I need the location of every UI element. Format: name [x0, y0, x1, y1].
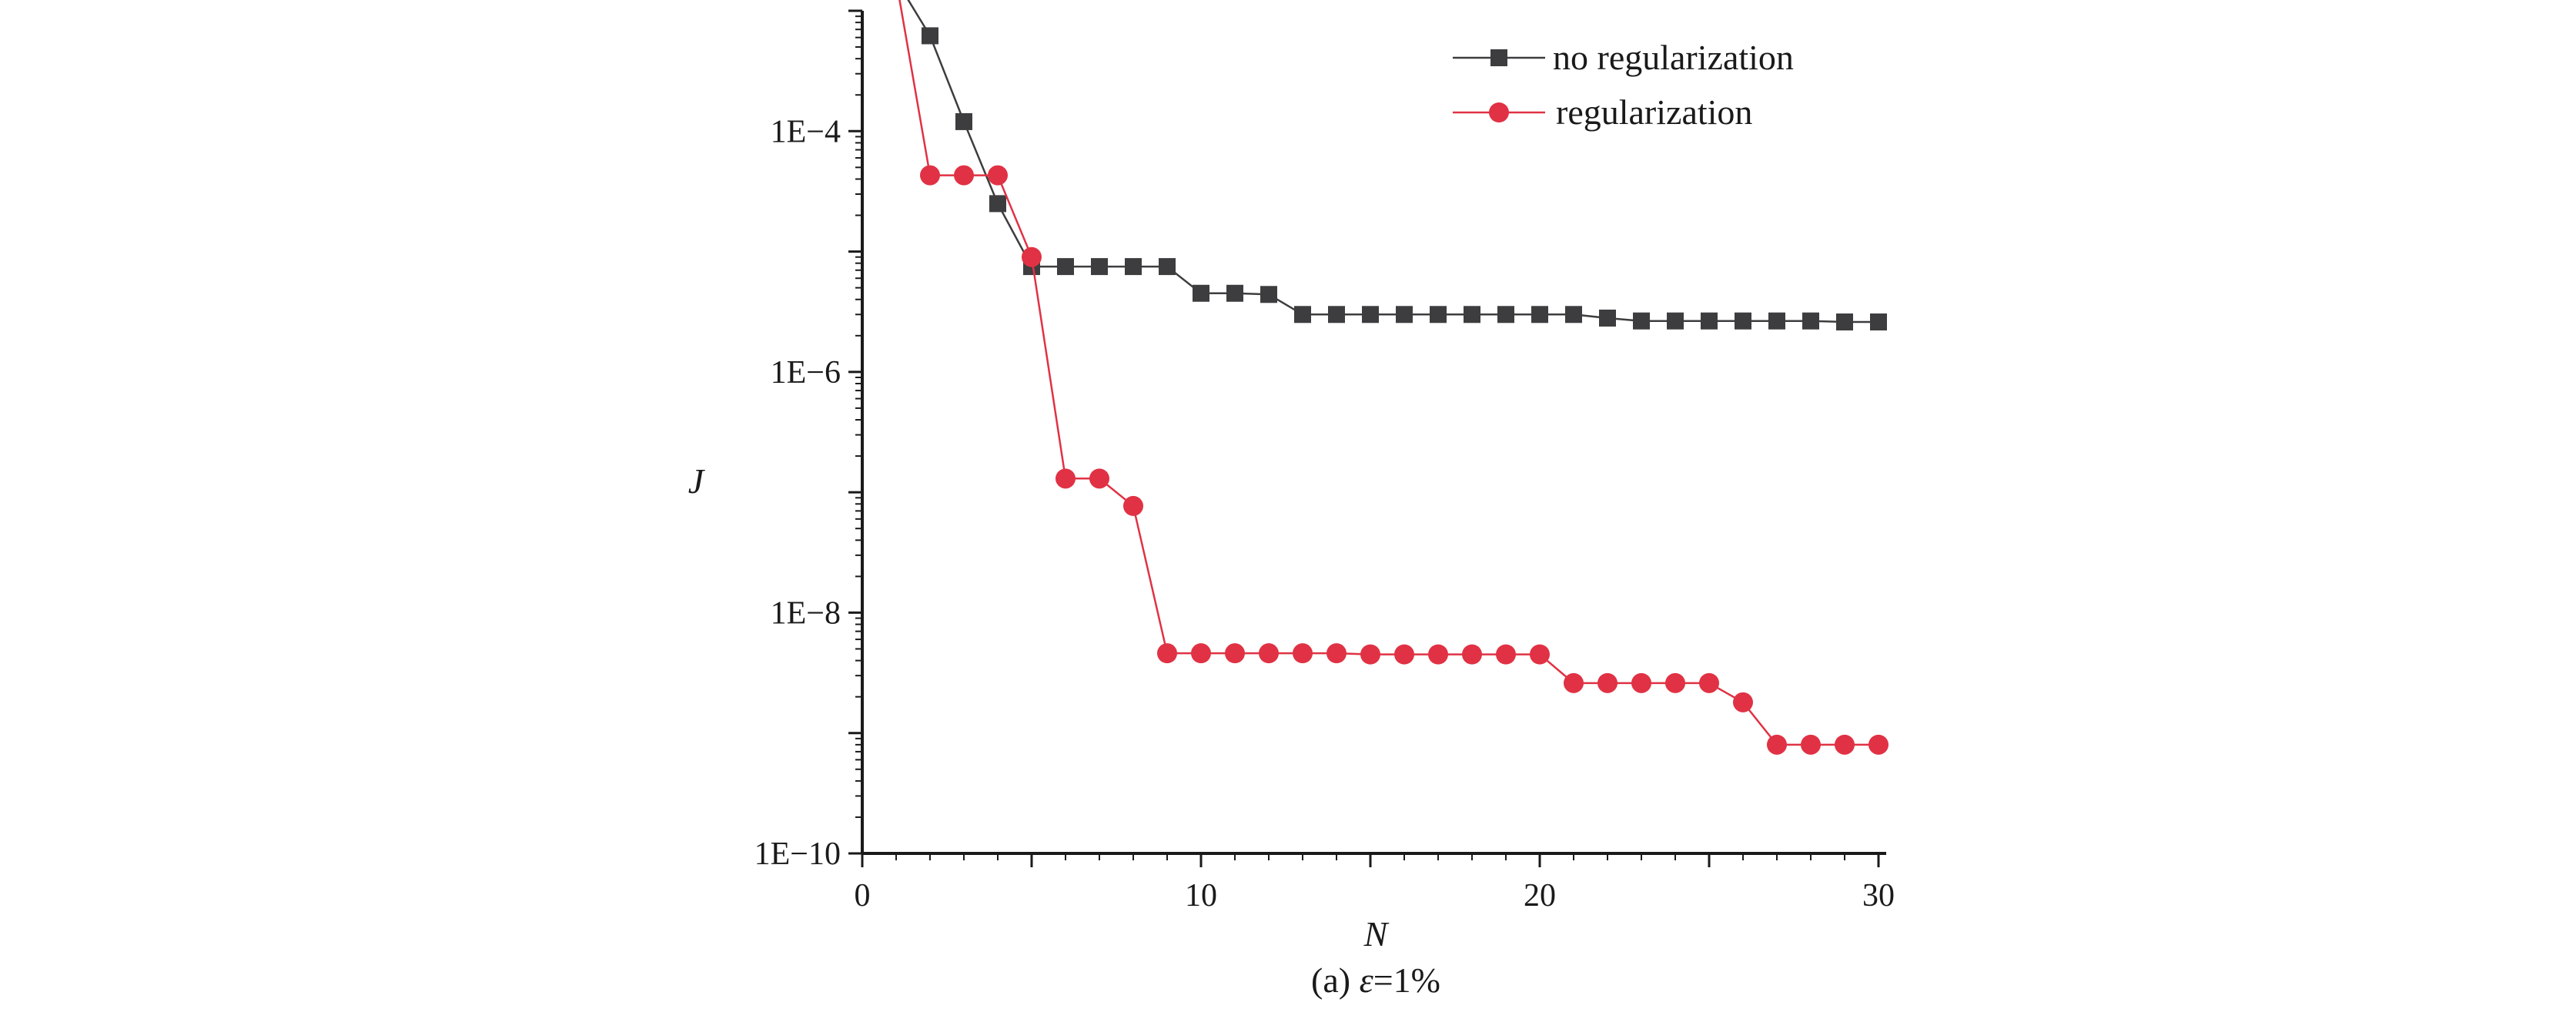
caption-symbol: ε	[1360, 960, 1374, 1000]
data-point-square	[1599, 309, 1616, 327]
data-point-square	[1260, 286, 1277, 303]
data-point-circle	[1767, 734, 1787, 755]
data-point-circle	[1733, 692, 1753, 712]
data-point-circle	[1665, 672, 1685, 693]
data-point-circle	[988, 165, 1008, 186]
series-circle	[898, 0, 1889, 755]
data-point-square	[1396, 306, 1413, 323]
legend-label: regularization	[1556, 92, 1752, 132]
y-axis-title: J	[688, 461, 706, 501]
data-point-circle	[1360, 644, 1380, 665]
data-point-circle	[1564, 672, 1584, 693]
data-point-square	[1430, 306, 1447, 323]
data-point-circle	[1022, 246, 1042, 267]
data-point-circle	[1699, 672, 1719, 693]
x-tick-label: 0	[855, 878, 871, 913]
data-point-circle	[1428, 644, 1448, 665]
caption-suffix: =1%	[1373, 960, 1440, 1000]
data-point-square	[1836, 313, 1853, 331]
series-square	[907, 0, 1887, 331]
data-point-circle	[1293, 643, 1313, 664]
caption-prefix: (a)	[1311, 960, 1360, 1000]
figure-caption: (a) ε=1%	[1311, 960, 1440, 1000]
data-point-circle	[1462, 644, 1482, 665]
data-point-circle	[1259, 643, 1279, 664]
data-point-square	[1159, 258, 1176, 276]
data-point-circle	[954, 165, 974, 186]
data-point-circle	[1157, 643, 1177, 664]
data-point-square	[1193, 284, 1209, 302]
x-tick-label: 20	[1524, 878, 1556, 913]
data-point-circle	[1631, 672, 1651, 693]
data-point-circle	[920, 165, 940, 186]
x-tick-label: 10	[1185, 878, 1217, 913]
y-tick-label: 1E−10	[754, 836, 841, 872]
data-point-square	[1870, 313, 1887, 331]
data-point-square	[1531, 306, 1548, 323]
data-point-circle	[1123, 495, 1143, 516]
data-point-square	[1464, 306, 1480, 323]
x-axis-title: N	[1363, 914, 1390, 954]
data-point-circle	[1496, 644, 1516, 665]
data-point-square	[1667, 312, 1684, 330]
data-point-square	[1057, 258, 1074, 276]
data-point-circle	[1835, 734, 1855, 755]
data-point-circle	[1530, 644, 1550, 665]
data-point-square	[1328, 306, 1345, 323]
data-point-square	[1802, 312, 1819, 330]
axes: 1E−4 1E−6 1E−8 1E−10 0 10 20 30	[754, 9, 1895, 913]
data-point-square	[1362, 306, 1379, 323]
data-point-square	[1565, 306, 1582, 323]
data-point-square	[1294, 306, 1311, 323]
legend-label: no regularization	[1553, 38, 1794, 77]
data-point-circle	[1191, 643, 1211, 664]
legend: no regularization regularization	[1453, 38, 1794, 132]
data-point-circle	[1394, 644, 1414, 665]
data-point-circle	[1597, 672, 1618, 693]
data-point-square	[1701, 312, 1718, 330]
y-tick-label: 1E−8	[771, 595, 841, 631]
data-point-square	[1497, 306, 1514, 323]
plot-area	[898, 0, 1889, 755]
legend-marker-circle	[1489, 102, 1509, 122]
data-point-circle	[1326, 643, 1347, 664]
data-point-circle	[1801, 734, 1821, 755]
data-point-square	[1226, 284, 1243, 302]
legend-marker-square	[1490, 49, 1507, 66]
y-tick-label: 1E−6	[771, 355, 841, 391]
data-point-circle	[1868, 734, 1889, 755]
data-point-square	[1125, 258, 1142, 276]
data-point-circle	[1055, 468, 1076, 489]
data-point-square	[922, 27, 938, 45]
y-tick-label: 1E−4	[771, 114, 841, 149]
data-point-circle	[1089, 468, 1109, 489]
data-point-square	[989, 195, 1006, 213]
data-point-circle	[1225, 643, 1245, 664]
data-point-square	[1091, 258, 1108, 276]
x-tick-label: 30	[1862, 878, 1895, 913]
data-point-square	[1768, 312, 1785, 330]
data-point-square	[1735, 312, 1751, 330]
data-point-square	[1633, 312, 1650, 330]
data-point-square	[955, 112, 972, 130]
